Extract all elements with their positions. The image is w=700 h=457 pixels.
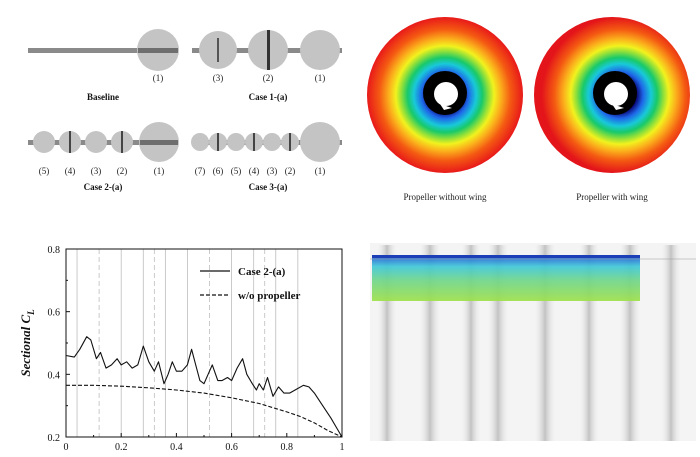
case1a-caption: Case 1-(a) <box>249 92 288 102</box>
case2a-label-3: (3) <box>91 166 102 176</box>
x-tick-label-1: 0.2 <box>115 442 128 453</box>
y-tick-label-3: 0.8 <box>48 245 61 256</box>
x-tick-label-4: 0.8 <box>281 442 294 453</box>
propeller-contours <box>367 17 690 173</box>
case1a-config: (3) (2) (1) Case 1-(a) <box>192 30 342 102</box>
case1a-label-2: (2) <box>263 73 274 83</box>
baseline-caption: Baseline <box>87 92 119 102</box>
case3a-label-3: (3) <box>267 166 278 176</box>
case3a-caption: Case 3-(a) <box>249 182 288 192</box>
case1a-label-1: (1) <box>315 73 326 83</box>
y-axis-label: Sectional CL <box>18 309 36 377</box>
y-tick-label-2: 0.6 <box>48 308 61 319</box>
case2a-label-4: (4) <box>65 166 76 176</box>
contour-left-caption: Propeller without wing <box>403 192 487 202</box>
case3a-label-2: (2) <box>285 166 296 176</box>
x-tick-label-5: 1 <box>340 442 345 453</box>
plot-frame <box>65 248 343 438</box>
series-line-1 <box>66 384 343 438</box>
baseline-label-1: (1) <box>153 73 164 83</box>
wake-visualization <box>370 243 696 441</box>
y-tick-label-1: 0.4 <box>48 370 61 381</box>
x-tick-label-3: 0.6 <box>225 442 238 453</box>
case2a-label-2: (2) <box>117 166 128 176</box>
case3a-label-5: (5) <box>231 166 242 176</box>
case2a-label-1: (1) <box>154 166 165 176</box>
case1a-label-3: (3) <box>213 73 224 83</box>
case2a-config: (5) (4) (3) (2) (1) Case 2-(a) <box>28 122 179 192</box>
case3a-label-1: (1) <box>315 166 326 176</box>
wing-surface-contour <box>372 255 640 301</box>
baseline-config: (1) Baseline <box>28 29 179 102</box>
contour-right-caption: Propeller with wing <box>576 192 648 202</box>
case2a-caption: Case 2-(a) <box>84 182 123 192</box>
configuration-diagrams: (1) Baseline (3) (2) (1) Case 1-(a) (5) … <box>28 29 342 192</box>
contour-with-wing <box>534 17 690 173</box>
case2a-label-5: (5) <box>39 166 50 176</box>
case3a-label-6: (6) <box>213 166 224 176</box>
contour-without-wing <box>367 17 523 173</box>
series-line-0 <box>65 336 343 438</box>
case3a-label-4: (4) <box>249 166 260 176</box>
x-tick-label-2: 0.4 <box>170 442 183 453</box>
case3a-label-7: (7) <box>195 166 206 176</box>
x-tick-label-0: 0 <box>64 442 69 453</box>
case3a-config: (7) (6) (5) (4) (3) (2) (1) Case 3-(a) <box>191 122 342 192</box>
y-tick-label-0: 0.2 <box>48 433 61 444</box>
legend-label-1: w/o propeller <box>238 290 301 302</box>
legend-label-0: Case 2-(a) <box>238 266 286 278</box>
